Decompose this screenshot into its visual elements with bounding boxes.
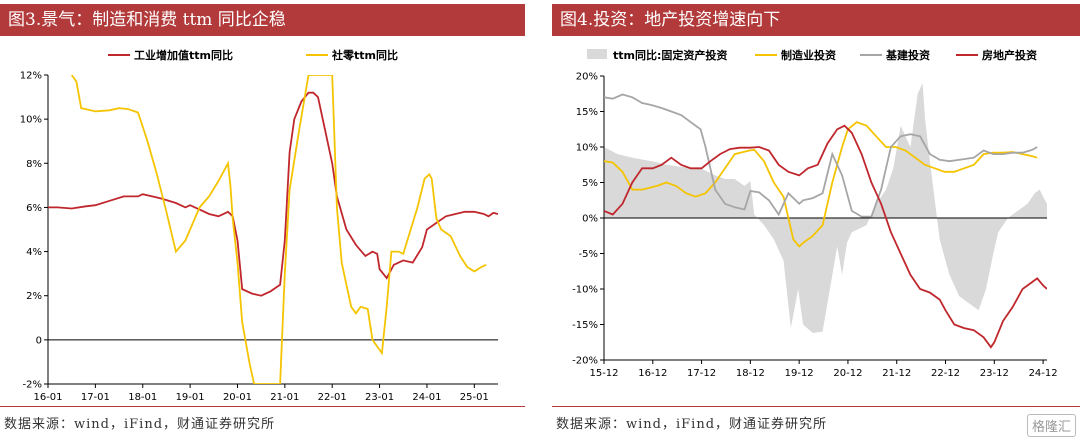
legend-label: 制造业投资 — [781, 48, 836, 62]
x-tick-label: 19-12 — [785, 368, 814, 379]
y-tick-label: 6% — [26, 203, 42, 214]
x-tick-label: 18-01 — [128, 392, 157, 403]
y-tick-label: -10% — [572, 285, 598, 296]
chart-title: 图3.景气：制造和消费 ttm 同比企稳 — [0, 4, 525, 36]
right-panel: 图4.投资：地产投资增速向下 -20% -15% -10% -5% 0% 5% 10% 15%… — [552, 0, 1080, 443]
source-note: 数据来源：wind，iFind，财通证券研究所 — [4, 417, 276, 432]
y-tick-label: 15% — [576, 107, 598, 118]
chart-3: -2% 0 2% 4% 6% 8% 10% 12% 16-01 17-01 18-01 19-01 20… — [20, 48, 498, 403]
chart-4: -20% -15% -10% -5% 0% 5% 10% 15% 20% 15-12 16-12 17… — [572, 48, 1058, 379]
x-tick-label: 17-01 — [81, 392, 110, 403]
legend-label: 房地产投资 — [982, 48, 1037, 62]
left-panel: 图3.景气：制造和消费 ttm 同比企稳 -2% 0 2% 4% 6% 8% 10% 12% 1… — [0, 0, 525, 443]
y-tick-label: 10% — [576, 143, 598, 154]
x-tick-label: 15-12 — [589, 368, 618, 379]
y-tick-label: 0 — [36, 335, 42, 346]
y-tick-label: -20% — [572, 356, 598, 367]
x-tick-label: 22-01 — [318, 392, 347, 403]
chart-title: 图4.投资：地产投资增速向下 — [552, 4, 1080, 36]
x-tick-label: 24-12 — [1029, 368, 1058, 379]
legend-label: 基建投资 — [885, 48, 930, 62]
x-tick-label: 21-01 — [270, 392, 299, 403]
x-tick-label: 18-12 — [736, 368, 765, 379]
series-line-2 — [604, 93, 1038, 218]
y-tick-label: 5% — [582, 178, 598, 189]
series-line-1 — [604, 121, 1038, 248]
series-line-1 — [70, 75, 487, 384]
y-tick-label: 20% — [576, 72, 598, 83]
y-tick-label: -15% — [572, 320, 598, 331]
x-tick-label: 16-12 — [638, 368, 667, 379]
divider — [0, 406, 525, 407]
x-tick-label: 20-12 — [833, 368, 862, 379]
series-line-0 — [48, 91, 498, 297]
y-tick-label: -2% — [23, 380, 42, 391]
x-tick-label: 22-12 — [931, 368, 960, 379]
y-tick-label: 10% — [20, 115, 42, 126]
y-tick-label: 8% — [26, 159, 42, 170]
series-line-3 — [604, 124, 1047, 349]
x-tick-label: 23-01 — [365, 392, 394, 403]
legend-swatch — [587, 49, 607, 59]
divider — [552, 406, 1080, 407]
watermark-logo: 格隆汇 — [1026, 414, 1076, 437]
x-tick-label: 17-12 — [687, 368, 716, 379]
legend-label: 工业增加值ttm同比 — [134, 48, 233, 62]
x-tick-label: 24-01 — [412, 392, 441, 403]
x-tick-label: 23-12 — [980, 368, 1009, 379]
y-tick-label: 2% — [26, 291, 42, 302]
x-tick-label: 21-12 — [882, 368, 911, 379]
legend-label: 社零ttm同比 — [331, 48, 398, 62]
x-tick-label: 16-01 — [33, 392, 62, 403]
x-tick-label: 20-01 — [223, 392, 252, 403]
x-tick-label: 19-01 — [176, 392, 205, 403]
y-tick-label: -5% — [579, 249, 598, 260]
legend-label: ttm同比:固定资产投资 — [613, 48, 727, 62]
y-tick-label: 0% — [582, 214, 598, 225]
y-tick-label: 4% — [26, 247, 42, 258]
x-tick-label: 25-01 — [460, 392, 489, 403]
source-note: 数据来源：wind，iFind，财通证券研究所 — [556, 417, 828, 432]
series-area-0 — [604, 83, 1047, 334]
y-tick-label: 12% — [20, 71, 42, 82]
